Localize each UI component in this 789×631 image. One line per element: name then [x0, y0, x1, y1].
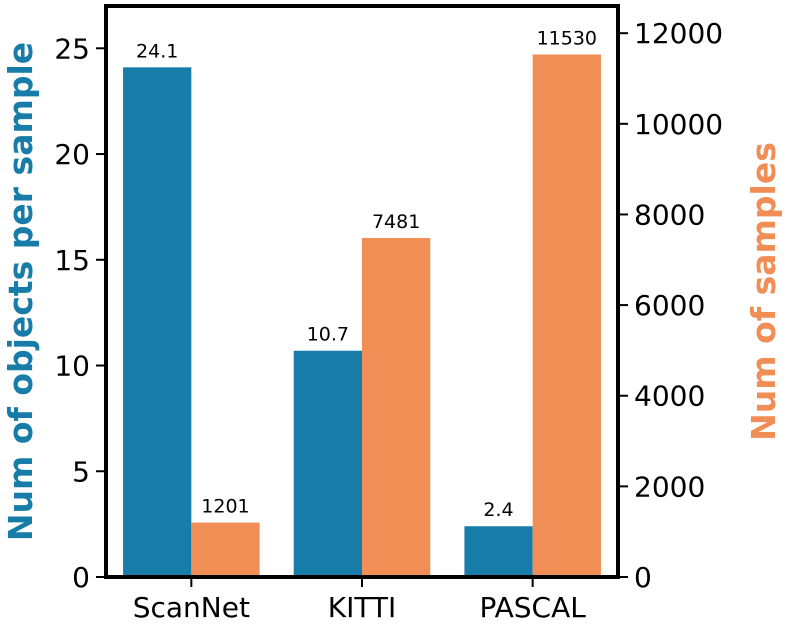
objects-per-sample-bars	[123, 67, 533, 578]
bar-objects-pascal	[464, 526, 533, 577]
bar-samples-kitti	[362, 237, 431, 577]
bar-objects-scannet	[123, 67, 192, 578]
right-tick-label: 4000	[634, 380, 705, 413]
label-objects-scannet: 24.1	[136, 40, 178, 62]
left-tick-label: 25	[54, 32, 90, 65]
left-tick-label: 20	[54, 138, 90, 171]
right-y-axis-ticks: 0 2000 4000 6000 8000 10000 12000	[618, 17, 723, 594]
right-tick-label: 10000	[634, 108, 723, 141]
num-samples-bars	[191, 54, 601, 577]
bar-objects-kitti	[293, 350, 362, 577]
label-objects-kitti: 10.7	[307, 324, 349, 346]
right-tick-label: 2000	[634, 470, 705, 503]
right-tick-label: 6000	[634, 289, 705, 322]
left-tick-label: 10	[54, 350, 90, 383]
left-y-axis-ticks: 0 5 10 15 20 25	[54, 32, 106, 594]
left-tick-label: 5	[72, 455, 90, 488]
label-samples-pascal: 11530	[537, 27, 597, 49]
right-tick-label: 8000	[634, 198, 705, 231]
bar-samples-scannet	[191, 522, 260, 577]
label-samples-kitti: 7481	[372, 211, 420, 233]
label-samples-scannet: 1201	[201, 496, 249, 518]
bar-value-labels: 24.1 1201 10.7 7481 2.4 11530	[136, 27, 597, 521]
bar-samples-pascal	[532, 54, 601, 577]
x-tick-label-kitti: KITTI	[328, 591, 397, 624]
x-tick-label-pascal: PASCAL	[480, 591, 587, 624]
left-tick-label: 0	[72, 561, 90, 594]
left-y-axis-title: Num of objects per sample	[1, 42, 40, 541]
right-tick-label: 0	[634, 561, 652, 594]
x-tick-label-scannet: ScanNet	[133, 591, 250, 624]
left-tick-label: 15	[54, 244, 90, 277]
label-objects-pascal: 2.4	[483, 499, 513, 521]
right-tick-label: 12000	[634, 17, 723, 50]
x-axis-ticks: ScanNet KITTI PASCAL	[133, 577, 587, 624]
right-y-axis-title: Num of samples	[744, 142, 783, 441]
